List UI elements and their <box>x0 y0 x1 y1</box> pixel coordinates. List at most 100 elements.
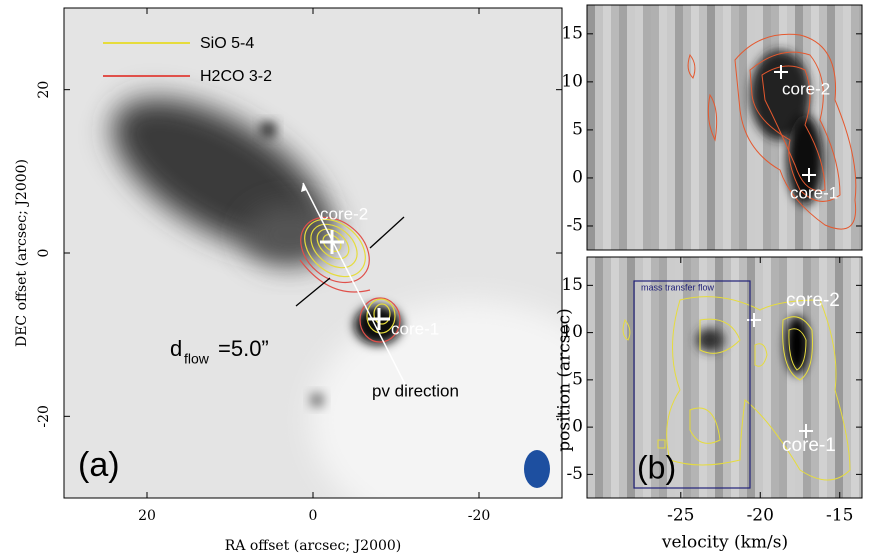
y-tick-label: 5 <box>572 119 583 139</box>
background <box>699 5 707 250</box>
y-tick-label: 10 <box>561 322 583 342</box>
annotation: pv direction <box>372 381 459 400</box>
y-tick-label: 15 <box>561 23 583 43</box>
y-tick-label: -5 <box>566 464 583 484</box>
background <box>843 5 851 250</box>
background <box>843 257 851 498</box>
background <box>611 257 619 498</box>
background <box>755 257 763 498</box>
background <box>715 5 723 250</box>
annotation: =5.0” <box>218 336 269 361</box>
background <box>635 257 643 498</box>
background <box>627 5 635 250</box>
background <box>699 257 707 498</box>
annotation: core-2 <box>782 79 830 98</box>
y-tick-label: 0 <box>572 167 583 187</box>
background <box>763 257 771 498</box>
panel-label: (b) <box>637 449 676 485</box>
y-tick-label: 20 <box>36 81 52 99</box>
background <box>739 257 747 498</box>
background <box>595 257 603 498</box>
x-axis-label: velocity (km/s) <box>661 533 788 553</box>
x-tick-label: 0 <box>309 508 318 524</box>
x-axis-label: RA offset (arcsec; J2000) <box>225 538 402 554</box>
background <box>715 257 723 498</box>
background <box>731 257 739 498</box>
background <box>819 257 827 498</box>
background <box>723 257 731 498</box>
background <box>835 5 843 250</box>
x-tick-label: -25 <box>667 506 694 526</box>
x-tick-label: 20 <box>138 508 156 524</box>
background <box>643 257 651 498</box>
background <box>771 257 779 498</box>
background <box>795 257 803 498</box>
image-b2 <box>587 257 862 498</box>
y-axis-label: DEC offset (arcsec; J2000) <box>14 159 30 347</box>
annotation: core-1 <box>790 183 838 202</box>
background <box>683 257 691 498</box>
annotation: core-2 <box>320 204 368 223</box>
y-tick-label: -5 <box>566 215 583 235</box>
annotation: d <box>170 336 182 361</box>
legend-label: SiO 5-4 <box>200 35 254 52</box>
background <box>747 5 755 250</box>
image-b1 <box>587 5 862 250</box>
background <box>707 5 715 250</box>
y-tick-label: 15 <box>561 275 583 295</box>
background <box>755 5 763 250</box>
annotation: core-1 <box>782 435 836 456</box>
background <box>707 257 715 498</box>
background <box>731 5 739 250</box>
background <box>723 5 731 250</box>
background <box>851 5 859 250</box>
background <box>587 5 595 250</box>
background <box>603 5 611 250</box>
background <box>747 257 755 498</box>
background <box>691 257 699 498</box>
image-a <box>64 8 562 498</box>
annotation: mass transfer flow <box>641 282 715 292</box>
panel-label: (a) <box>78 446 120 484</box>
annotation: core-1 <box>391 319 439 338</box>
background <box>627 257 635 498</box>
background <box>851 257 859 498</box>
background <box>675 5 683 250</box>
background <box>603 257 611 498</box>
background <box>683 5 691 250</box>
background <box>659 257 667 498</box>
legend-label: H2CO 3-2 <box>200 68 272 85</box>
x-tick-label: -15 <box>826 506 853 526</box>
background <box>619 257 627 498</box>
background <box>643 5 651 250</box>
background <box>779 257 787 498</box>
background <box>667 5 675 250</box>
frame-b1 <box>586 4 863 251</box>
background <box>619 5 627 250</box>
background <box>691 5 699 250</box>
background <box>827 257 835 498</box>
background <box>611 5 619 250</box>
background <box>739 5 747 250</box>
y-tick-label: 10 <box>561 71 583 91</box>
y-tick-label: 0 <box>36 249 52 258</box>
background <box>651 257 659 498</box>
annotation: flow <box>184 351 210 367</box>
frame-b2 <box>586 256 863 499</box>
x-tick-label: -20 <box>747 506 774 526</box>
annotation: core-2 <box>786 290 840 311</box>
background <box>803 257 811 498</box>
background <box>595 5 603 250</box>
y-tick-label: 0 <box>572 417 583 437</box>
x-tick-label: -20 <box>468 508 491 524</box>
background <box>667 257 675 498</box>
background <box>819 5 827 250</box>
background <box>859 257 862 498</box>
background <box>651 5 659 250</box>
y-tick-label: -20 <box>36 405 52 428</box>
background <box>587 257 595 498</box>
background <box>635 5 643 250</box>
background <box>659 5 667 250</box>
background <box>675 257 683 498</box>
